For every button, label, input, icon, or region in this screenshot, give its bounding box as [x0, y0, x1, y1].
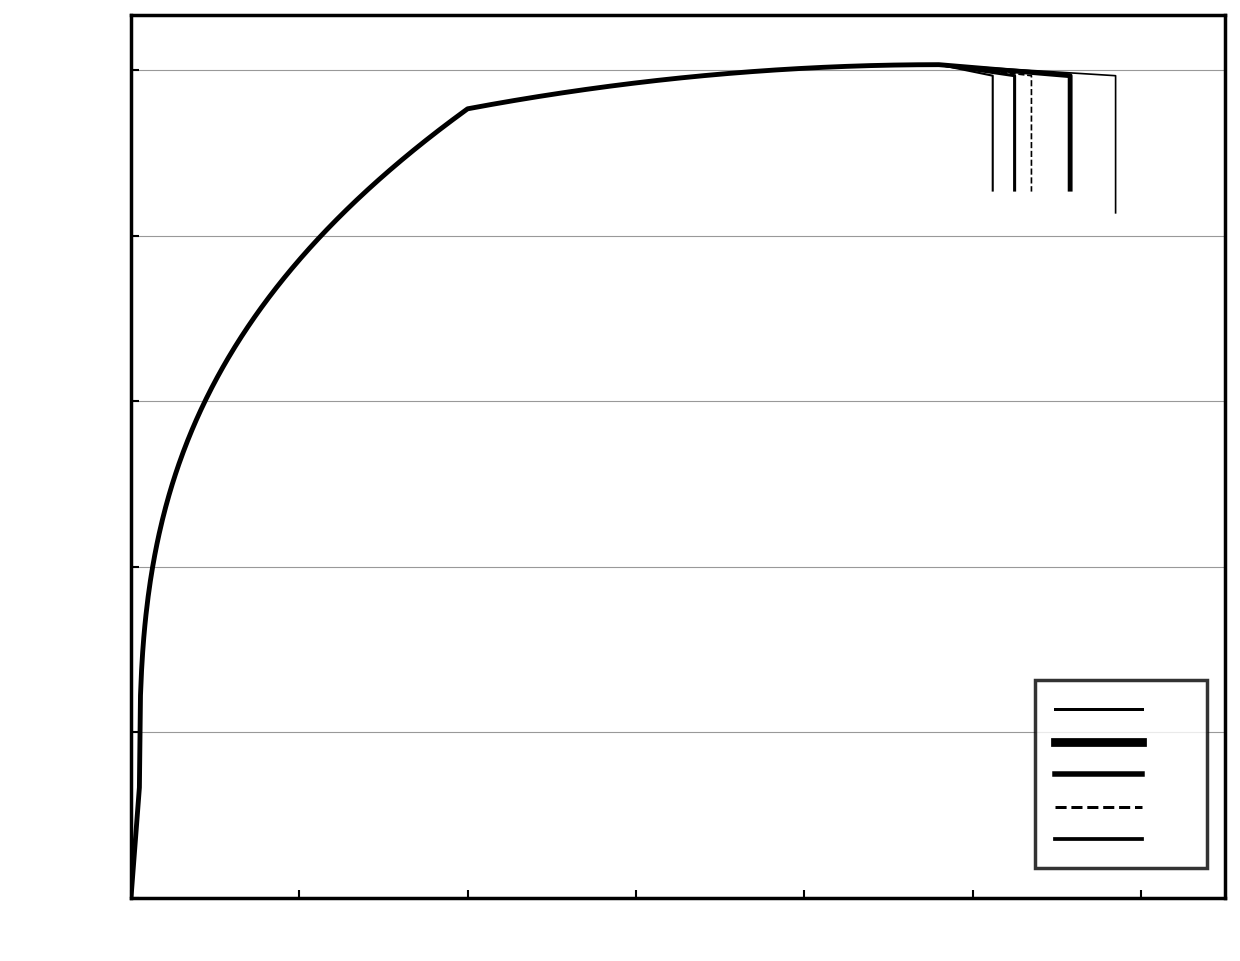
Legend: 1, 2, 3, 4, 5: 1, 2, 3, 4, 5 [1034, 680, 1207, 868]
